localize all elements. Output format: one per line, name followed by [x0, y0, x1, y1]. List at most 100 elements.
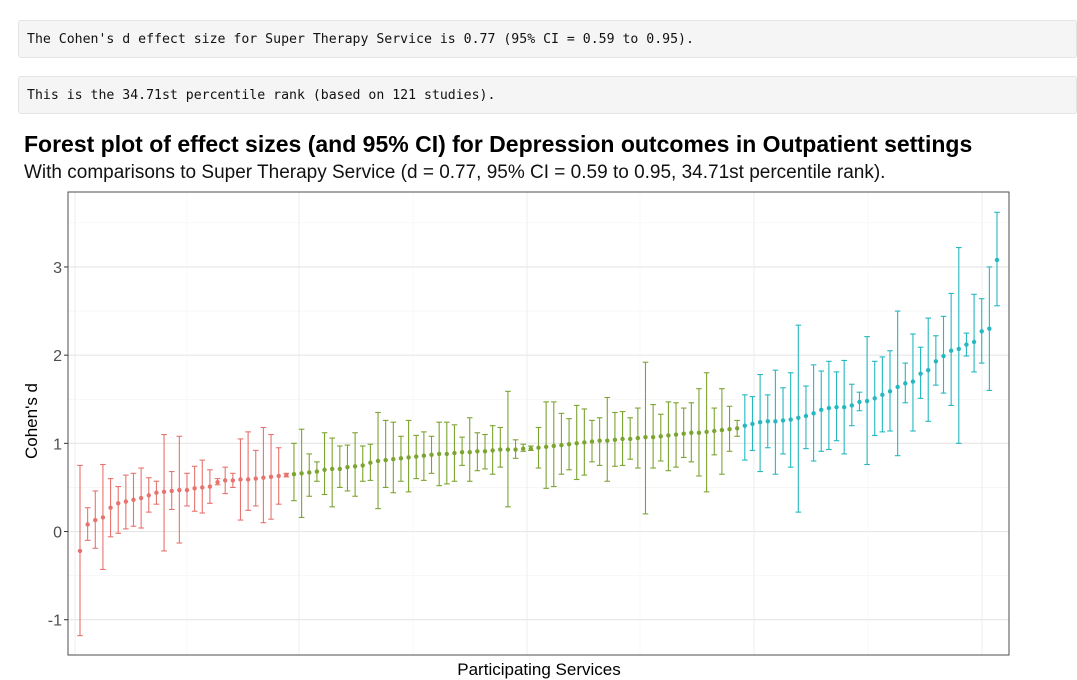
effect-point [414, 454, 419, 459]
study-point [382, 419, 389, 488]
effect-point [964, 342, 969, 347]
study-point [818, 370, 825, 452]
study-point [978, 298, 985, 364]
effect-point [658, 434, 663, 439]
study-point [787, 372, 794, 468]
study-point [314, 461, 320, 482]
study-point [841, 359, 847, 455]
study-point [130, 472, 137, 527]
effect-point [788, 417, 793, 422]
effect-point [987, 326, 992, 331]
study-point [856, 391, 863, 412]
effect-point [184, 487, 190, 493]
effect-point [910, 379, 916, 384]
effect-point [215, 479, 220, 485]
effect-point [322, 467, 327, 472]
study-point [184, 472, 190, 507]
study-point [222, 466, 228, 495]
study-point [145, 477, 152, 513]
study-point [337, 445, 343, 488]
study-point [558, 412, 565, 475]
study-point [803, 385, 809, 450]
study-point [764, 394, 771, 449]
effect-point [780, 418, 786, 423]
effect-point [887, 389, 893, 394]
y-tick-label: 2 [53, 348, 62, 365]
study-point [963, 332, 970, 357]
effect-point [605, 438, 610, 443]
effect-point [352, 464, 358, 469]
effect-point [459, 449, 465, 455]
study-point [344, 444, 351, 492]
study-point [444, 421, 450, 485]
effect-point [345, 464, 350, 470]
effect-point [475, 449, 480, 454]
study-point [719, 388, 725, 475]
study-point [168, 471, 175, 511]
effect-point [536, 445, 541, 450]
study-point [596, 417, 603, 466]
effect-point [819, 407, 824, 413]
effect-point [276, 473, 281, 479]
study-point [772, 369, 779, 475]
study-point [573, 404, 580, 481]
effect-point [712, 428, 717, 434]
panel-border [67, 191, 1010, 656]
y-tick-label: 1 [53, 436, 62, 453]
study-point [291, 442, 297, 502]
effect-point [329, 466, 335, 472]
effect-point [200, 485, 205, 490]
study-point [986, 266, 993, 391]
effect-point [903, 381, 908, 386]
effect-point [933, 359, 939, 364]
effect-point [773, 419, 778, 424]
study-point [673, 402, 679, 468]
effect-point [77, 548, 83, 554]
study-point [749, 396, 756, 451]
study-point [742, 394, 748, 461]
effect-point [971, 339, 977, 345]
study-point [528, 445, 534, 451]
effect-point [436, 451, 442, 457]
effect-point [528, 446, 534, 451]
study-point [466, 417, 473, 482]
effect-point [704, 429, 709, 435]
y-tick-label: 3 [53, 260, 62, 277]
effect-point [421, 453, 427, 458]
study-point [191, 465, 198, 512]
grid-lines [68, 192, 1009, 655]
study-point [375, 411, 381, 510]
effect-point [811, 411, 816, 416]
study-point [230, 472, 236, 488]
effect-point [360, 463, 365, 468]
study-point [665, 401, 672, 472]
effect-point [131, 497, 136, 502]
study-point [680, 407, 687, 459]
effect-point [803, 413, 809, 419]
effect-point [108, 505, 113, 510]
effect-point [994, 257, 1000, 263]
effect-point [154, 490, 159, 495]
effect-point [192, 486, 197, 491]
study-point [359, 445, 366, 482]
effect-point [398, 456, 404, 461]
effect-point [918, 371, 923, 376]
study-point [657, 413, 664, 462]
y-tick-label: 0 [53, 525, 62, 542]
study-point [489, 425, 496, 475]
study-point [902, 362, 909, 404]
effect-point [467, 449, 472, 455]
study-point [581, 408, 588, 476]
study-point [123, 474, 129, 530]
study-point [306, 453, 313, 497]
study-point [864, 336, 870, 466]
study-point [207, 469, 213, 504]
x-axis-label: Participating Services [457, 660, 620, 679]
study-point [535, 426, 542, 469]
study-point [260, 426, 267, 524]
study-point [650, 403, 656, 469]
study-point [619, 411, 626, 466]
study-point [505, 390, 511, 508]
effect-point [177, 487, 182, 493]
study-point [298, 428, 305, 518]
